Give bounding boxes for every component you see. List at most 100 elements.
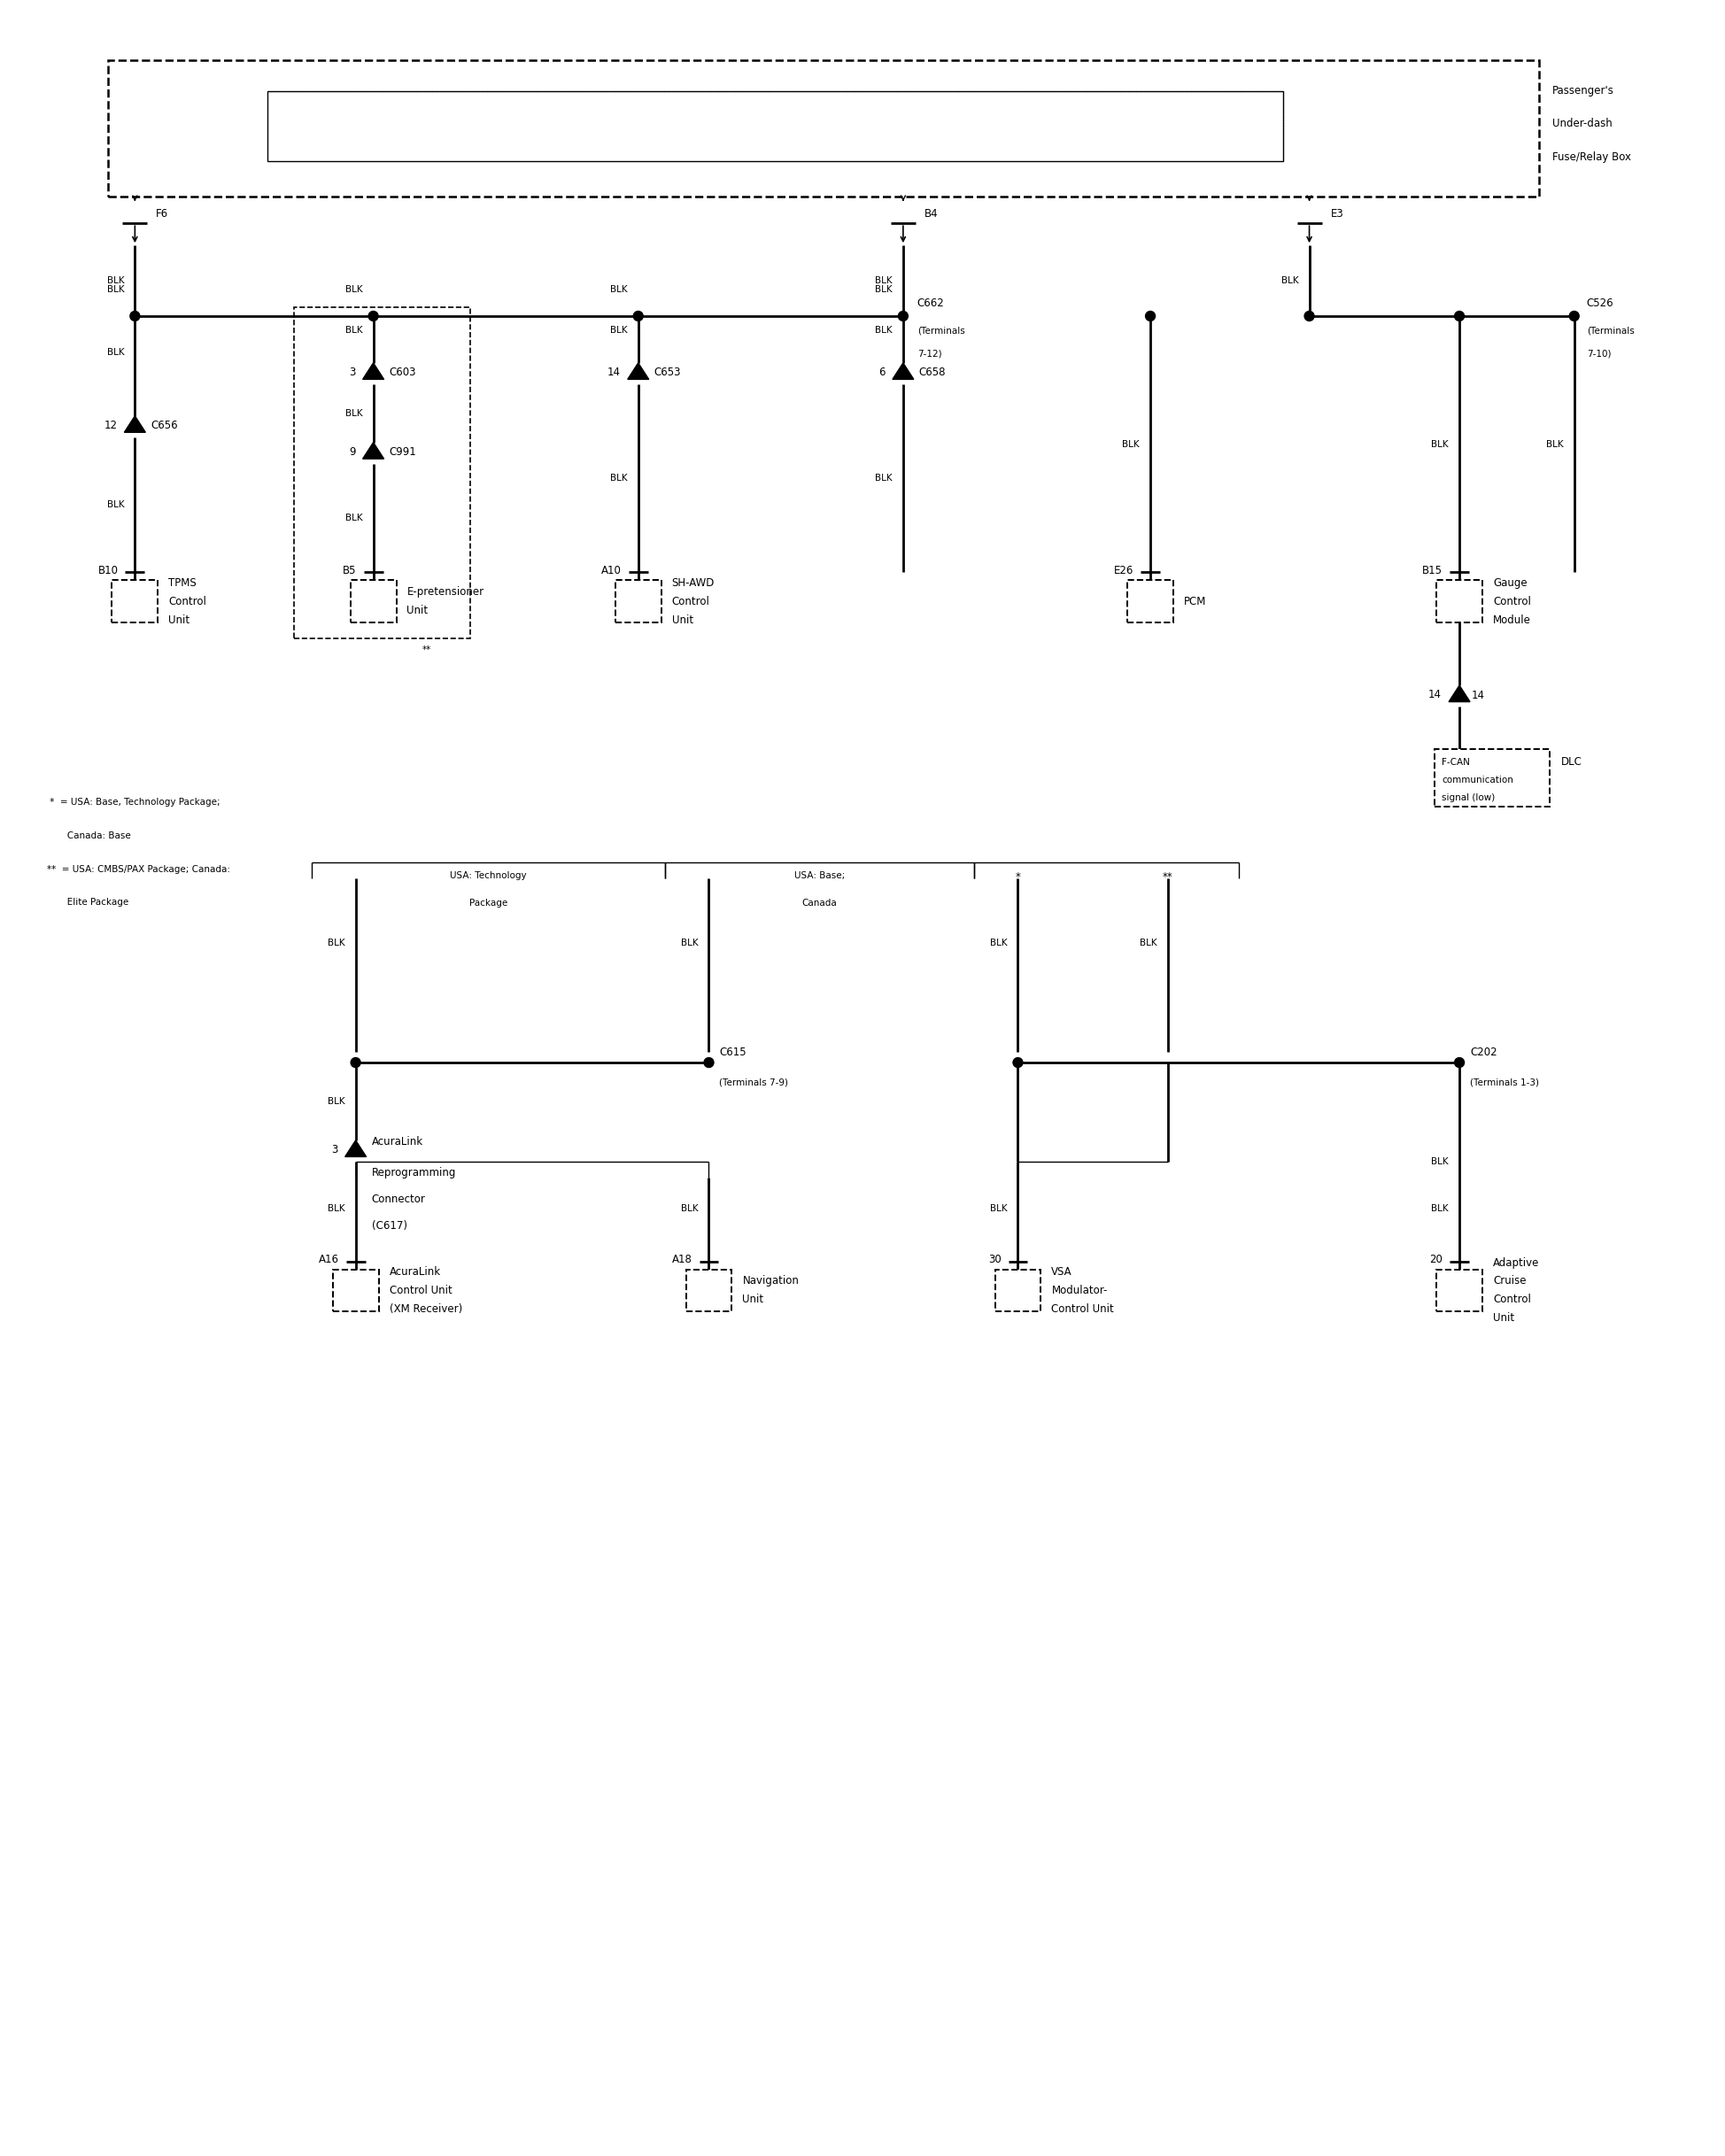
Text: Elite Package: Elite Package [47, 899, 128, 908]
Text: VSA: VSA [1052, 1266, 1073, 1279]
Bar [333, 1270, 378, 1311]
Text: C656: C656 [150, 420, 178, 431]
Text: BLK: BLK [611, 285, 628, 293]
Text: Control: Control [169, 595, 207, 608]
Text: Unit: Unit [742, 1294, 764, 1307]
Text: BLK: BLK [107, 349, 124, 358]
Circle shape [350, 1059, 361, 1067]
Text: 14: 14 [1471, 690, 1485, 701]
Bar [112, 580, 159, 623]
Text: 14: 14 [1428, 690, 1442, 701]
Text: BLK: BLK [328, 938, 345, 949]
Text: Module: Module [1492, 614, 1530, 625]
Text: F6: F6 [155, 209, 169, 220]
Text: Canada: Base: Canada: Base [47, 830, 131, 841]
Text: BLK: BLK [107, 500, 124, 509]
Text: Control: Control [671, 595, 709, 608]
Text: BLK: BLK [1123, 440, 1140, 448]
Circle shape [129, 310, 140, 321]
Text: BLK: BLK [107, 285, 124, 293]
Polygon shape [345, 1141, 366, 1158]
Circle shape [1145, 310, 1156, 321]
Polygon shape [892, 362, 914, 379]
Text: Cruise: Cruise [1492, 1276, 1527, 1287]
Text: BLK: BLK [875, 276, 892, 285]
Text: (Terminals 7-9): (Terminals 7-9) [719, 1078, 788, 1087]
Text: Adaptive: Adaptive [1492, 1257, 1539, 1268]
Polygon shape [1449, 686, 1470, 701]
Text: E-pretensioner: E-pretensioner [407, 586, 485, 597]
Text: C202: C202 [1470, 1046, 1497, 1059]
Text: (C617): (C617) [371, 1220, 407, 1231]
Text: (Terminals: (Terminals [918, 328, 964, 336]
Circle shape [1570, 310, 1578, 321]
Text: communication: communication [1442, 776, 1513, 785]
Text: 3: 3 [331, 1145, 338, 1156]
Text: 7-12): 7-12) [918, 349, 942, 358]
Text: BLK: BLK [345, 513, 362, 522]
Text: C653: C653 [654, 367, 681, 377]
Circle shape [1454, 310, 1465, 321]
Text: Control Unit: Control Unit [390, 1285, 452, 1296]
Text: E3: E3 [1330, 209, 1344, 220]
Text: **  = USA: CMBS/PAX Package; Canada:: ** = USA: CMBS/PAX Package; Canada: [47, 865, 229, 873]
Text: Control Unit: Control Unit [1052, 1302, 1114, 1315]
Text: A16: A16 [319, 1255, 338, 1266]
Text: C658: C658 [919, 367, 945, 377]
Text: F-CAN: F-CAN [1442, 757, 1470, 768]
Text: BLK: BLK [611, 326, 628, 334]
Text: BLK: BLK [1546, 440, 1563, 448]
Text: B5: B5 [343, 565, 357, 576]
Polygon shape [124, 416, 145, 433]
Text: PCM: PCM [1183, 595, 1206, 608]
Text: 3: 3 [348, 367, 355, 377]
Polygon shape [362, 362, 385, 379]
Text: Unit: Unit [169, 614, 190, 625]
Text: DLC: DLC [1561, 757, 1582, 768]
Text: BLK: BLK [328, 1203, 345, 1212]
Text: Fuse/Relay Box: Fuse/Relay Box [1552, 151, 1630, 164]
Text: BLK: BLK [1432, 440, 1449, 448]
Text: B15: B15 [1423, 565, 1442, 576]
Text: Connector: Connector [371, 1192, 426, 1205]
Text: BLK: BLK [611, 474, 628, 483]
Text: BLK: BLK [990, 938, 1007, 949]
Circle shape [1013, 1059, 1023, 1067]
Text: BLK: BLK [1140, 938, 1157, 949]
Bar [109, 60, 1539, 196]
Bar [1435, 748, 1549, 806]
Text: A10: A10 [602, 565, 621, 576]
Text: B4: B4 [925, 209, 938, 220]
Text: *  = USA: Base, Technology Package;: * = USA: Base, Technology Package; [47, 798, 219, 806]
Bar [267, 91, 1283, 162]
Text: Package: Package [469, 899, 507, 908]
Text: Unit: Unit [1492, 1313, 1515, 1324]
Bar [293, 308, 471, 638]
Text: BLK: BLK [875, 326, 892, 334]
Polygon shape [628, 362, 649, 379]
Text: BLK: BLK [345, 326, 362, 334]
Text: 9: 9 [348, 446, 355, 457]
Circle shape [704, 1059, 714, 1067]
Text: Under-dash: Under-dash [1552, 119, 1613, 129]
Text: Canada: Canada [802, 899, 837, 908]
Text: BLK: BLK [681, 1203, 699, 1212]
Text: BLK: BLK [875, 285, 892, 293]
Bar [995, 1270, 1040, 1311]
Circle shape [1304, 310, 1314, 321]
Text: 7-10): 7-10) [1587, 349, 1611, 358]
Text: Navigation: Navigation [742, 1276, 799, 1287]
Text: E26: E26 [1114, 565, 1133, 576]
Bar [687, 1270, 731, 1311]
Text: Modulator-: Modulator- [1052, 1285, 1107, 1296]
Text: (Terminals 1-3): (Terminals 1-3) [1470, 1078, 1539, 1087]
Text: USA: Technology: USA: Technology [450, 871, 526, 880]
Text: C603: C603 [390, 367, 416, 377]
Text: BLK: BLK [1432, 1203, 1449, 1212]
Text: Unit: Unit [671, 614, 693, 625]
Text: C526: C526 [1587, 298, 1613, 308]
Bar [1437, 580, 1482, 623]
Text: TPMS: TPMS [169, 578, 197, 589]
Text: SH-AWD: SH-AWD [671, 578, 714, 589]
Polygon shape [362, 442, 385, 459]
